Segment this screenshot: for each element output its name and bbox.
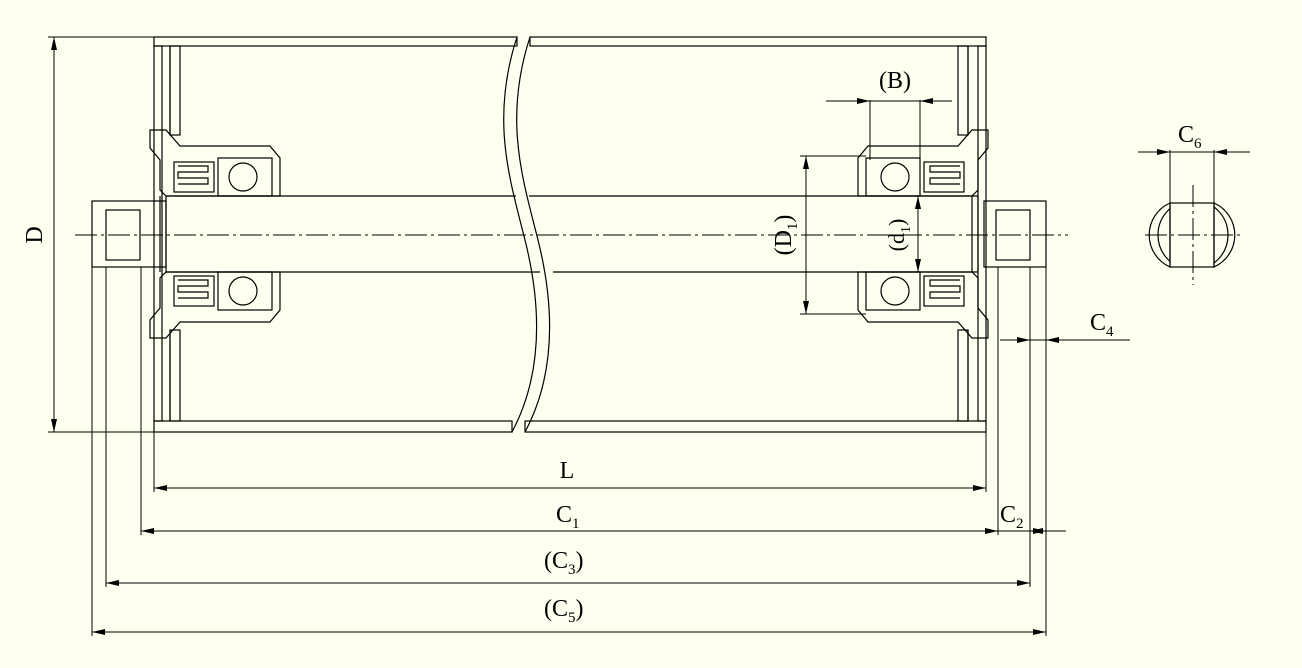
label-C3: (C3) [544,548,584,578]
label-D1: (D1) [771,215,801,256]
label-C4: C4 [1090,310,1114,340]
dimension-lines [48,36,1250,636]
label-B: (B) [879,68,911,94]
left-bearing-assembly [149,129,281,339]
roller-tube [153,36,987,433]
shaft-cross-section [1145,185,1243,285]
label-C1: C1 [556,502,580,532]
label-C6: C6 [1178,122,1202,152]
label-C5: (C5) [544,596,584,626]
break-lines [503,36,551,433]
label-L: L [560,458,575,484]
label-D: D [22,226,48,243]
label-C2: C2 [1000,502,1024,532]
label-d1: (d1) [884,219,914,252]
right-bearing-assembly [857,129,989,339]
